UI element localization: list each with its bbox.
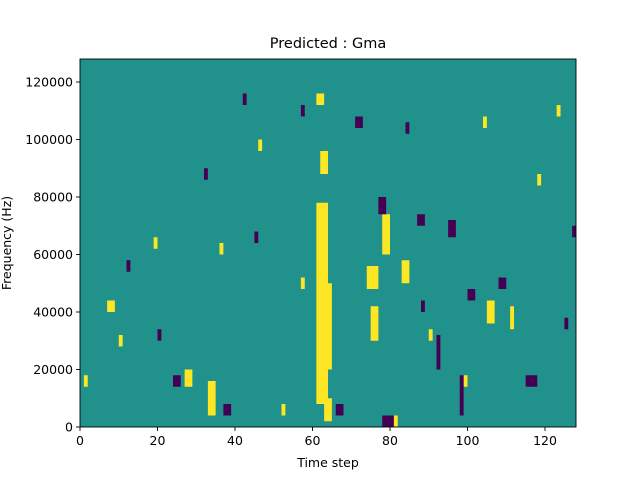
heatmap-cell-high-26 <box>556 105 561 117</box>
heatmap-cell-low-10 <box>300 105 305 117</box>
heatmap-cell-high-14 <box>118 335 123 347</box>
heatmap-cell-high-17 <box>207 381 216 416</box>
heatmap-cell-high-18 <box>219 243 224 255</box>
heatmap-cell-high-7 <box>401 260 410 284</box>
x-tick-label: 120 <box>533 433 557 448</box>
heatmap-cell-low-13 <box>173 375 181 387</box>
heatmap-cell-high-20 <box>281 404 286 416</box>
heatmap-cell-low-6 <box>467 289 476 301</box>
heatmap-cell-low-11 <box>242 93 247 105</box>
heatmap-cell-high-2 <box>328 283 332 370</box>
heatmap-cell-low-5 <box>448 220 456 238</box>
y-axis-label: Frequency (Hz) <box>0 196 14 290</box>
heatmap-cell-high-5 <box>366 266 379 289</box>
heatmap-cell-high-11 <box>320 151 328 174</box>
plot-area <box>79 58 577 428</box>
y-tick-label: 100000 <box>25 132 73 147</box>
x-tick-label: 60 <box>305 433 321 448</box>
y-tick-label: 20000 <box>33 362 73 377</box>
heatmap-cell-low-14 <box>126 260 131 272</box>
y-axis: 0 20000 40000 60000 80000 100000 120000 <box>25 75 80 435</box>
y-tick-label: 120000 <box>25 75 73 90</box>
heatmap-cell-high-6 <box>382 214 390 255</box>
heatmap-cell-high-16 <box>184 369 193 387</box>
heatmap-cell-high-25 <box>537 174 542 186</box>
y-tick-label: 40000 <box>33 305 73 320</box>
heatmap-cell-low-19 <box>436 335 441 370</box>
heatmap-cell-high-21 <box>300 277 305 289</box>
x-tick-label: 80 <box>382 433 398 448</box>
y-tick-label: 80000 <box>33 190 73 205</box>
heatmap-cell-low-0 <box>382 415 394 427</box>
heatmap-cell-high-22 <box>428 329 433 341</box>
heatmap-cell-low-18 <box>421 300 425 312</box>
heatmap-cell-high-4 <box>370 306 379 341</box>
heatmap-cell-low-7 <box>498 277 507 289</box>
y-tick-label: 0 <box>65 420 73 435</box>
heatmap-cell-high-12 <box>83 375 88 387</box>
heatmap-cell-high-19 <box>258 139 263 151</box>
x-tick-label: 20 <box>150 433 166 448</box>
heatmap-cell-high-1 <box>324 398 332 422</box>
heatmap-cell-high-23 <box>463 375 468 387</box>
heatmap-cell-low-4 <box>417 214 425 226</box>
x-tick-label: 40 <box>227 433 243 448</box>
heatmap-cell-low-3 <box>405 122 410 134</box>
heatmap-cell-high-0 <box>316 202 329 404</box>
heatmap-cell-low-12 <box>223 404 232 416</box>
x-axis: 0 20 40 60 80 100 120 <box>76 427 557 448</box>
heatmap-cell-high-10 <box>316 93 325 105</box>
heatmap-cell-low-17 <box>254 231 259 243</box>
heatmap-cell-high-15 <box>153 237 158 249</box>
chart-title: Predicted : Gma <box>270 36 386 52</box>
y-tick-label: 60000 <box>33 247 73 262</box>
heatmap-cell-low-1 <box>335 404 344 416</box>
x-axis-label: Time step <box>296 455 359 470</box>
heatmap-cell-low-21 <box>564 317 569 330</box>
heatmap-cell-low-22 <box>572 225 577 238</box>
heatmap-cell-high-13 <box>107 300 115 312</box>
heatmap-cell-high-9 <box>510 306 515 330</box>
plot-frame <box>79 58 577 428</box>
heatmap-cell-high-24 <box>483 116 487 128</box>
heatmap-cell-high-8 <box>486 300 495 324</box>
heatmap-cell-low-2 <box>378 197 387 215</box>
heatmap-cell-low-20 <box>459 375 464 416</box>
heatmap-cell-low-9 <box>355 116 363 128</box>
heatmap-cell-low-8 <box>525 375 538 387</box>
x-tick-label: 100 <box>456 433 480 448</box>
heatmap-cell-low-15 <box>157 329 162 341</box>
heatmap-cell-low-16 <box>204 168 208 180</box>
x-tick-label: 0 <box>76 433 84 448</box>
